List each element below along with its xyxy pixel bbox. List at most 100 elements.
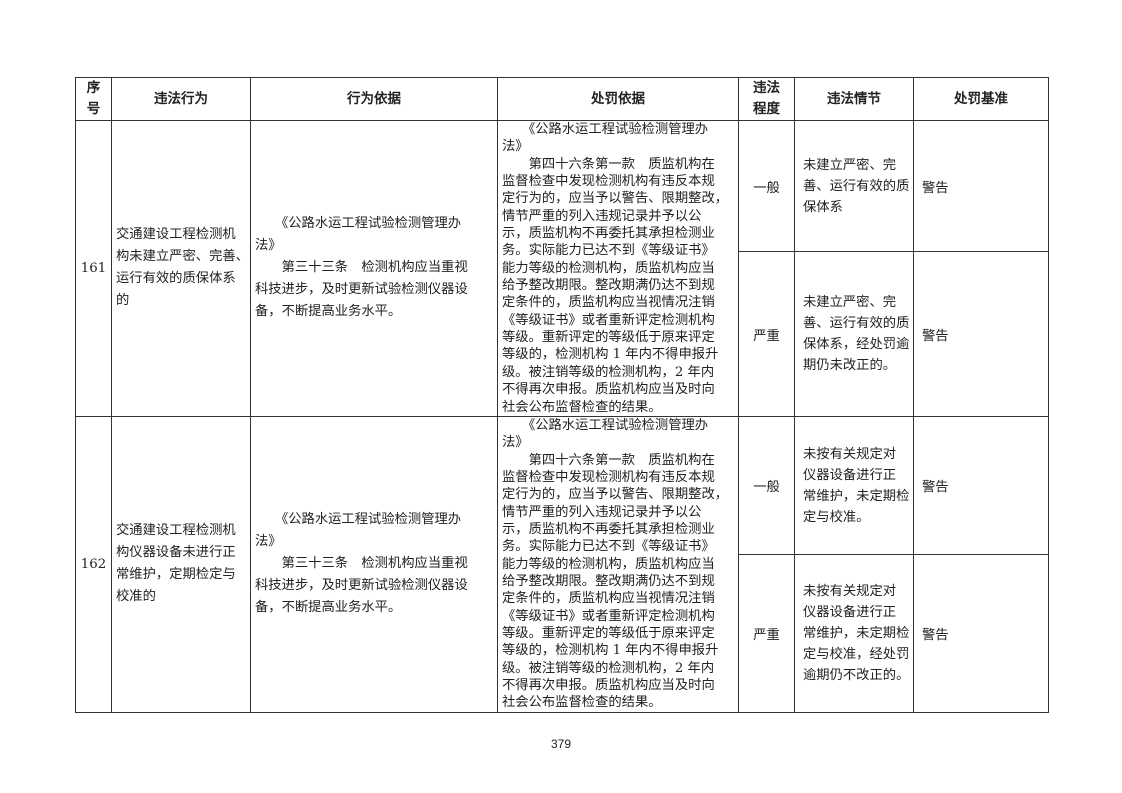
text-line: 程度: [753, 101, 780, 117]
text-line: 期仍未改正的。: [803, 358, 897, 374]
text-line: 的: [116, 293, 130, 309]
text-line: 示，质监机构不再委托其承担检测业: [502, 521, 715, 537]
text-line: 常维护，未定期检: [803, 625, 910, 641]
text-line: 《公路水运工程试验检测管理办: [255, 512, 462, 528]
behavior-basis-cell: 《公路水运工程试验检测管理办 法》 第三十三条 检测机构应当重视 科技进步，及时更新…: [250, 415, 498, 713]
text-line: 定与校准。: [803, 509, 870, 525]
text-line: 科技进步，及时更新试验检测仪器设: [255, 578, 468, 594]
row-number: 162: [75, 415, 112, 713]
penalty-standard-table: 序号 违法行为 行为依据 处罚依据 违法 程度 违法情节 处罚基准 161 交通建…: [75, 77, 1049, 713]
text-line: 未按有关规定对: [803, 583, 897, 599]
text-line: 保体系，经处罚逾: [803, 337, 910, 353]
text-line: 未建立严密、完: [803, 157, 897, 173]
text-line: 仪器设备进行正: [803, 604, 897, 620]
text-line: 运行有效的质保体系: [116, 271, 236, 287]
text-line: 级。被注销等级的检测机构，2 年内: [502, 660, 715, 676]
text-line: 善、运行有效的质: [803, 178, 910, 194]
standard-cell: 警告: [913, 251, 1049, 417]
text-line: 监督检查中发现检测机构有违反本规: [502, 174, 715, 190]
text-line: 常维护，定期检定与: [116, 567, 236, 583]
text-line: 定与校准，经处罚: [803, 646, 910, 662]
text-line: 违法: [753, 80, 780, 96]
text-line: 给予整改期限。整改期满仍达不到规: [502, 573, 715, 589]
table-row: 严重 未按有关规定对 仪器设备进行正 常维护，未定期检 定与校准，经处罚 逾期仍不改正的…: [76, 554, 1049, 713]
text-line: 常维护，未定期检: [803, 488, 910, 504]
header-standard: 处罚基准: [913, 77, 1049, 121]
degree-cell: 严重: [738, 554, 795, 713]
text-line: 定条件的，质监机构应当视情况注销: [502, 295, 715, 311]
text-line: 未建立严密、完: [803, 295, 897, 311]
text-line: 情节严重的列入违规记录并予以公: [502, 208, 702, 224]
text-line: 能力等级的检测机构，质监机构应当: [502, 260, 715, 276]
degree-cell: 严重: [738, 251, 795, 417]
text-line: 示，质监机构不再委托其承担检测业: [502, 226, 715, 242]
penalty-basis-cell: 《公路水运工程试验检测管理办 法》 第四十六条第一款 质监机构在 监督检查中发现检测…: [497, 415, 739, 713]
circumstance-cell: 未按有关规定对 仪器设备进行正 常维护，未定期检 定与校准。: [794, 415, 914, 556]
header-violation: 违法行为: [111, 77, 251, 121]
circumstance-cell: 未建立严密、完 善、运行有效的质 保体系，经处罚逾 期仍未改正的。: [794, 251, 914, 417]
table-row: 161 交通建设工程检测机 构未建立严密、完善、 运行有效的质保体系的 《公路水运工…: [75, 119, 1049, 417]
text-line: 不得再次申报。质监机构应当及时向: [502, 678, 715, 693]
table-row: 162 交通建设工程检测机 构仪器设备未进行正 常维护，定期检定与 校准的 《公路水运…: [75, 415, 1049, 713]
header-degree: 违法 程度: [738, 77, 795, 121]
text-line: 第三十三条 检测机构应当重视: [255, 260, 468, 276]
text-line: 务。实际能力已达不到《等级证书》: [502, 539, 715, 555]
header-penalty-basis: 处罚依据: [497, 77, 739, 121]
circumstance-cell: 未建立严密、完 善、运行有效的质 保体系: [794, 119, 914, 253]
text-line: 务。实际能力已达不到《等级证书》: [502, 243, 715, 259]
text-line: 级。被注销等级的检测机构，2 年内: [502, 364, 715, 380]
text-line: 科技进步，及时更新试验检测仪器设: [255, 282, 468, 298]
text-line: 情节严重的列入违规记录并予以公: [502, 504, 702, 520]
table-row: 严重 未建立严密、完 善、运行有效的质 保体系，经处罚逾 期仍未改正的。 警告: [76, 251, 1049, 417]
text-line: 逾期仍不改正的。: [803, 667, 910, 683]
text-line: 未按有关规定对: [803, 446, 897, 462]
text-line: 善、运行有效的质: [803, 316, 910, 332]
circumstance-cell: 未按有关规定对 仪器设备进行正 常维护，未定期检 定与校准，经处罚 逾期仍不改正的。: [794, 554, 914, 713]
penalty-basis-cell: 《公路水运工程试验检测管理办 法》 第四十六条第一款 质监机构在 监督检查中发现检测…: [497, 120, 739, 417]
text-line: 第三十三条 检测机构应当重视: [255, 556, 468, 572]
standard-cell: 警告: [913, 119, 1049, 253]
header-no: 序号: [75, 77, 112, 121]
text-line: 《等级证书》或者重新评定检测机构: [502, 312, 715, 328]
behavior-basis-cell: 《公路水运工程试验检测管理办 法》 第三十三条 检测机构应当重视 科技进步，及时更新…: [250, 120, 498, 417]
text-line: 号: [86, 101, 101, 117]
text-line: 定行为的，应当予以警告、限期整改，: [502, 487, 729, 503]
text-line: 保体系: [803, 199, 843, 215]
text-line: 构未建立严密、完善、: [116, 249, 249, 265]
standard-cell: 警告: [913, 415, 1049, 556]
text-line: 法》: [255, 534, 282, 550]
text-line: 《公路水运工程试验检测管理办: [502, 417, 709, 433]
table-header-row: 序号 违法行为 行为依据 处罚依据 违法程度 违法情节 处罚基准: [75, 77, 1049, 121]
header-behavior-basis: 行为依据: [250, 77, 498, 121]
text-line: 校准的: [116, 589, 156, 605]
text-line: 法》: [502, 139, 529, 155]
text-line: 交通建设工程检测机: [116, 227, 236, 243]
degree-cell: 一般: [738, 415, 795, 556]
text-line: 社会公布监督检查的结果。: [502, 695, 662, 711]
text-line: 法》: [502, 435, 529, 451]
violation-cell: 交通建设工程检测机 构仪器设备未进行正 常维护，定期检定与 校准的: [111, 415, 251, 713]
text-line: 《公路水运工程试验检测管理办: [255, 216, 462, 232]
text-line: 定条件的，质监机构应当视情况注销: [502, 591, 715, 607]
text-line: 给予整改期限。整改期满仍达不到规: [502, 278, 715, 294]
text-line: 《等级证书》或者重新评定检测机构: [502, 608, 715, 624]
text-line: 等级的，检测机构 1 年内不得申报升: [502, 643, 719, 659]
text-line: 不得再次申报。质监机构应当及时向: [502, 382, 715, 398]
text-line: 仪器设备进行正: [803, 467, 897, 483]
violation-cell: 交通建设工程检测机 构未建立严密、完善、 运行有效的质保体系的: [111, 120, 251, 417]
text-line: 《公路水运工程试验检测管理办: [502, 122, 709, 137]
text-line: 序: [86, 80, 101, 96]
text-line: 备，不断提高业务水平。: [255, 304, 402, 320]
text-line: 构仪器设备未进行正: [116, 545, 236, 561]
text-line: 等级的，检测机构 1 年内不得申报升: [502, 347, 719, 363]
text-line: 能力等级的检测机构，质监机构应当: [502, 556, 715, 572]
text-line: 监督检查中发现检测机构有违反本规: [502, 469, 715, 485]
text-line: 社会公布监督检查的结果。: [502, 399, 662, 415]
text-line: 交通建设工程检测机: [116, 523, 236, 539]
page-number: 379: [550, 737, 572, 751]
header-circumstance: 违法情节: [794, 77, 914, 121]
text-line: 第四十六条第一款 质监机构在: [502, 156, 715, 172]
standard-cell: 警告: [913, 554, 1049, 713]
text-line: 等级。重新评定的等级低于原来评定: [502, 330, 715, 346]
text-line: 定行为的，应当予以警告、限期整改，: [502, 191, 729, 207]
